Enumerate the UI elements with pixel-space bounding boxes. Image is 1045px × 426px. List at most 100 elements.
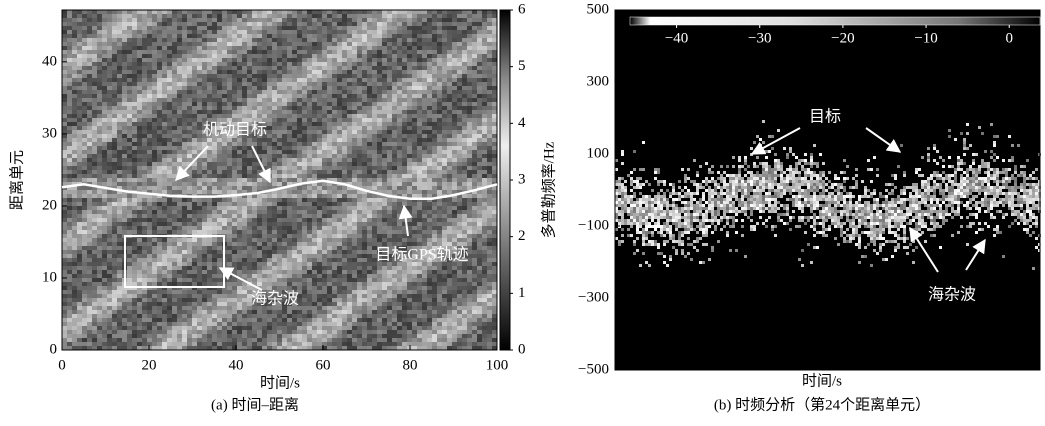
texture-cell — [287, 138, 292, 142]
texture-cell — [297, 146, 302, 150]
texture-cell — [192, 30, 197, 34]
texture-cell — [442, 34, 447, 38]
texture-cell — [127, 238, 132, 242]
texture-cell — [347, 202, 352, 206]
texture-cell — [462, 86, 467, 90]
texture-cell — [457, 14, 462, 18]
texture-cell — [72, 126, 77, 130]
texture-cell — [457, 162, 462, 166]
texture-cell — [417, 94, 422, 98]
texture-cell — [237, 58, 242, 62]
texture-cell — [327, 38, 332, 42]
texture-cell — [337, 30, 342, 34]
texture-cell — [317, 198, 322, 202]
texture-cell — [472, 54, 477, 58]
texture-cell — [482, 22, 487, 26]
texture-cell — [302, 70, 307, 74]
texture-cell — [397, 42, 402, 46]
texture-cell — [197, 22, 202, 26]
texture-cell — [307, 126, 312, 130]
texture-cell — [422, 222, 427, 226]
texture-cell — [337, 70, 342, 74]
texture-cell — [132, 150, 137, 154]
texture-cell — [102, 22, 107, 26]
texture-cell — [287, 70, 292, 74]
texture-cell — [227, 102, 232, 106]
texture-cell — [262, 186, 267, 190]
texture-cell — [132, 42, 137, 46]
texture-cell — [412, 102, 417, 106]
texture-cell — [312, 118, 317, 122]
texture-cell — [277, 194, 282, 198]
texture-cell — [377, 14, 382, 18]
texture-cell — [382, 218, 387, 222]
texture-cell — [417, 82, 422, 86]
texture-cell — [357, 182, 362, 186]
texture-cell — [322, 230, 327, 234]
texture-cell — [112, 78, 117, 82]
texture-cell — [77, 82, 82, 86]
texture-cell — [397, 78, 402, 82]
texture-cell — [172, 78, 177, 82]
texture-cell — [172, 118, 177, 122]
texture-cell — [327, 142, 332, 146]
texture-cell — [427, 78, 432, 82]
texture-cell — [367, 170, 372, 174]
texture-cell — [457, 18, 462, 22]
texture-cell — [232, 114, 237, 118]
texture-cell — [282, 190, 287, 194]
texture-cell — [247, 154, 252, 158]
texture-cell — [152, 118, 157, 122]
texture-cell — [347, 234, 352, 238]
texture-cell — [382, 38, 387, 42]
texture-cell — [227, 34, 232, 38]
texture-cell — [132, 218, 137, 222]
texture-cell — [477, 10, 482, 14]
texture-cell — [147, 110, 152, 114]
texture-cell — [177, 198, 182, 202]
texture-cell — [172, 122, 177, 126]
texture-cell — [247, 46, 252, 50]
texture-cell — [337, 170, 342, 174]
texture-cell — [152, 50, 157, 54]
texture-cell — [272, 214, 277, 218]
texture-cell — [377, 122, 382, 126]
texture-cell — [332, 218, 337, 222]
texture-cell — [72, 18, 77, 22]
texture-cell — [147, 10, 152, 14]
texture-cell — [292, 102, 297, 106]
texture-cell — [187, 54, 192, 58]
texture-cell — [192, 230, 197, 234]
texture-cell — [177, 190, 182, 194]
texture-cell — [267, 10, 272, 14]
texture-cell — [392, 102, 397, 106]
texture-cell — [282, 162, 287, 166]
texture-cell — [132, 154, 137, 158]
texture-cell — [357, 66, 362, 70]
texture-cell — [117, 230, 122, 234]
texture-cell — [452, 170, 457, 174]
texture-cell — [417, 182, 422, 186]
texture-cell — [142, 166, 147, 170]
texture-cell — [142, 22, 147, 26]
texture-cell — [422, 218, 427, 222]
texture-cell — [397, 10, 402, 14]
texture-cell — [122, 182, 127, 186]
texture-cell — [137, 158, 142, 162]
texture-cell — [392, 82, 397, 86]
texture-cell — [112, 210, 117, 214]
texture-cell — [182, 118, 187, 122]
texture-cell — [377, 178, 382, 182]
texture-cell — [442, 54, 447, 58]
texture-cell — [452, 74, 457, 78]
texture-cell — [312, 230, 317, 234]
texture-cell — [182, 14, 187, 18]
texture-cell — [357, 42, 362, 46]
texture-cell — [237, 182, 242, 186]
texture-cell — [442, 94, 447, 98]
texture-cell — [67, 14, 72, 18]
texture-cell — [242, 174, 247, 178]
texture-cell — [127, 130, 132, 134]
texture-cell — [352, 130, 357, 134]
texture-cell — [272, 86, 277, 90]
